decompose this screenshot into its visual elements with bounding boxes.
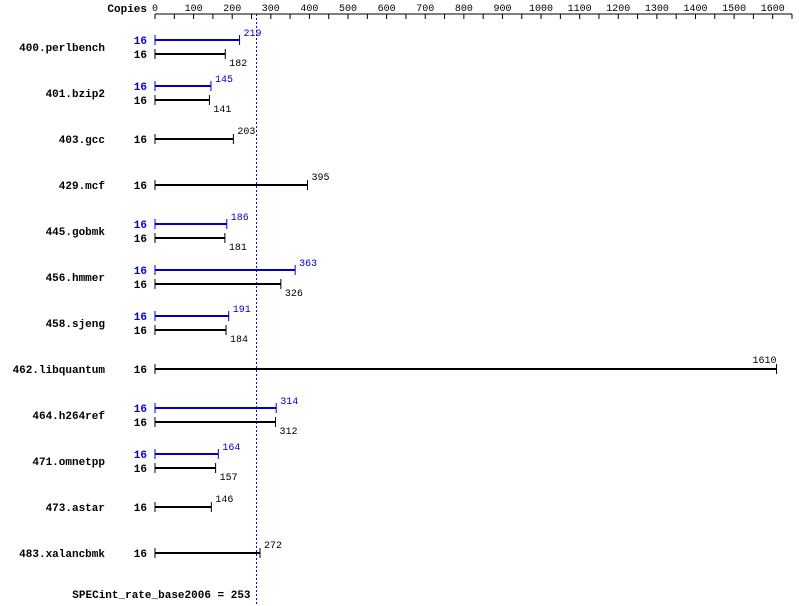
x-tick-label: 500 [339,4,357,15]
value-label: 182 [229,59,247,70]
copies-label: 16 [134,82,147,94]
value-label: 146 [215,495,233,506]
benchmark-label: 471.omnetpp [32,457,105,469]
value-label: 186 [231,213,249,224]
benchmark-label: 400.perlbench [19,43,105,55]
benchmark-label: 462.libquantum [13,365,106,377]
copies-label: 16 [134,96,147,108]
x-tick-label: 900 [493,4,511,15]
copies-label: 16 [134,135,147,147]
x-tick-label: 800 [455,4,473,15]
chart-svg: 0 100 200 300 400 500 600 700 800 900 1000 1100 1200… [0,0,799,606]
spec-chart: 0 100 200 300 400 500 600 700 800 900 1000 1100 1200… [0,0,799,606]
value-label: 312 [279,427,297,438]
x-tick-label: 1100 [568,4,592,15]
value-label: 219 [244,29,262,40]
copies-label: 16 [134,234,147,246]
benchmark-label: 483.xalancbmk [19,549,105,561]
copies-label: 16 [134,181,147,193]
x-tick-label: 1000 [529,4,553,15]
x-tick-label: 1500 [722,4,746,15]
copies-label: 16 [134,220,147,232]
value-label: 272 [264,541,282,552]
x-tick-label: 1600 [761,4,785,15]
benchmark-label: 401.bzip2 [46,89,105,101]
copies-label: 16 [134,326,147,338]
benchmark-label: 445.gobmk [46,227,106,239]
copies-label: 16 [134,36,147,48]
x-tick-label: 1300 [645,4,669,15]
copies-label: 16 [134,418,147,430]
value-label: 145 [215,75,233,86]
x-tick-label: 300 [262,4,280,15]
value-label: 1610 [753,356,777,367]
value-label: 395 [311,173,329,184]
benchmark-label: 464.h264ref [32,411,105,423]
copies-label: 16 [134,464,147,476]
copies-label: 16 [134,280,147,292]
x-tick-label: 200 [223,4,241,15]
x-tick-label: 1200 [606,4,630,15]
copies-label: 16 [134,50,147,62]
value-label: 326 [285,289,303,300]
value-label: 157 [220,473,238,484]
x-tick-label: 600 [378,4,396,15]
copies-label: 16 [134,404,147,416]
x-tick-label: 0 [152,4,158,15]
footer-base-label: SPECint_rate_base2006 = 253 [72,590,251,602]
value-label: 184 [230,335,248,346]
benchmark-label: 473.astar [46,503,105,515]
benchmark-label: 403.gcc [59,135,105,147]
copies-label: 16 [134,549,147,561]
copies-label: 16 [134,365,147,377]
copies-label: 16 [134,503,147,515]
value-label: 141 [213,105,231,116]
value-label: 191 [233,305,251,316]
x-tick-label: 400 [300,4,318,15]
value-label: 164 [222,443,240,454]
benchmark-label: 429.mcf [59,181,106,193]
value-label: 181 [229,243,247,254]
value-label: 203 [237,127,255,138]
value-label: 363 [299,259,317,270]
benchmark-label: 458.sjeng [46,319,105,331]
x-tick-label: 700 [416,4,434,15]
copies-label: 16 [134,266,147,278]
x-tick-label: 1400 [683,4,707,15]
benchmark-label: 456.hmmer [46,273,105,285]
value-label: 314 [280,397,298,408]
copies-label: 16 [134,312,147,324]
copies-label: 16 [134,450,147,462]
copies-header: Copies [107,4,147,16]
x-tick-label: 100 [185,4,203,15]
